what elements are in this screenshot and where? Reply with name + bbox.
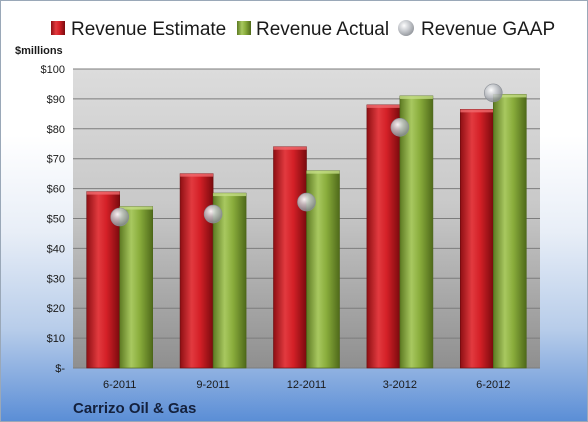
legend-swatch-revenue-gaap (398, 20, 414, 36)
revenue-estimate-bar (273, 146, 307, 369)
revenue-actual-bar-cap (493, 94, 527, 98)
x-tick-label: 6-2012 (476, 379, 510, 391)
revenue-actual-bar-cap (213, 193, 247, 197)
revenue-gaap-marker (297, 192, 316, 212)
revenue-estimate-bar-cap (86, 191, 120, 195)
legend-swatch-revenue-actual (237, 21, 251, 35)
y-tick-label: $40 (47, 243, 65, 255)
y-tick-label: $100 (41, 64, 65, 76)
revenue-actual-bar (212, 192, 247, 369)
y-tick-label: $20 (47, 303, 65, 315)
revenue-estimate-bar-cap (273, 146, 307, 150)
legend-label-revenue-actual: Revenue Actual (256, 19, 389, 40)
revenue-actual-bar (399, 95, 434, 369)
y-tick-label: $10 (47, 333, 65, 345)
revenue-estimate-bar (459, 109, 494, 369)
y-tick-label: $70 (47, 154, 65, 166)
revenue-actual-bar (492, 94, 527, 369)
x-tick-label: 12-2011 (287, 379, 327, 391)
y-tick-label: $- (55, 363, 65, 375)
x-axis-ticks: 6-2011 9-2011 12-2011 3-2012 6-2012 (103, 379, 510, 391)
legend-label-revenue-gaap: Revenue GAAP (421, 19, 555, 40)
y-tick-label: $90 (47, 94, 65, 106)
x-tick-label: 3-2012 (383, 379, 417, 391)
y-axis-ticks: $- $10 $20 $30 $40 $50 $60 $70 $80 $90 $100 (41, 64, 66, 375)
revenue-gaap-marker (483, 83, 503, 103)
revenue-actual-bar-cap (306, 170, 340, 174)
legend-swatch-revenue-estimate (51, 21, 65, 35)
x-tick-label: 6-2011 (103, 379, 136, 391)
revenue-estimate-bar (366, 104, 401, 369)
revenue-estimate-bar-cap (460, 109, 494, 113)
revenue-actual-bar-cap (399, 95, 433, 99)
legend-label-revenue-estimate: Revenue Estimate (71, 19, 226, 40)
revenue-estimate-bar-cap (366, 104, 400, 108)
x-tick-label: 9-2011 (196, 379, 229, 391)
y-tick-label: $80 (47, 124, 65, 136)
revenue-estimate-bar (179, 173, 214, 369)
revenue-actual-bar-cap (119, 206, 153, 210)
revenue-estimate-bar-cap (180, 173, 214, 177)
y-tick-label: $30 (47, 273, 65, 285)
revenue-gaap-marker (110, 207, 129, 227)
chart-legend: Revenue Estimate Revenue Actual Revenue … (51, 19, 555, 40)
y-axis-unit-label: $millions (15, 45, 63, 57)
gaap-markers (110, 83, 503, 227)
revenue-gaap-marker (390, 118, 410, 137)
y-tick-label: $50 (47, 214, 65, 226)
y-tick-label: $60 (47, 184, 65, 196)
revenue-gaap-marker (203, 204, 223, 224)
revenue-actual-bar (119, 206, 153, 369)
company-label: Carrizo Oil & Gas (73, 400, 196, 417)
bar-series (86, 94, 527, 369)
